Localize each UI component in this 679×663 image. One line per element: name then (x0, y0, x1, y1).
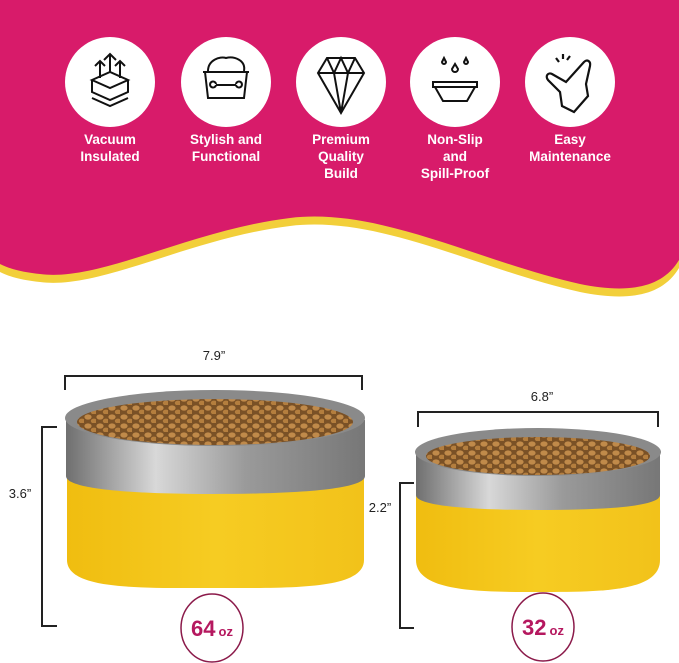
bowl-32oz (415, 428, 661, 592)
feature-label: Vacuum (84, 132, 136, 147)
feature-non-slip: Non-Slip and Spill-Proof (410, 37, 500, 181)
feature-stylish-functional: Stylish and Functional (181, 37, 271, 164)
dog-bowl-bone-icon (203, 56, 249, 99)
pink-banner (0, 0, 679, 289)
big-bowl-width: 7.9” (203, 348, 225, 363)
capacity-badge-64oz: 64 oz (180, 593, 244, 663)
bowl-64oz (65, 390, 365, 589)
drops-bowl-icon (432, 55, 478, 102)
feature-premium-quality: Premium Quality Build (296, 37, 386, 181)
diamond-icon (316, 55, 366, 116)
small-bowl-width: 6.8” (531, 389, 553, 404)
feature-vacuum-insulated: Vacuum Insulated (65, 37, 155, 164)
capacity-badge-32oz: 32 oz (511, 592, 575, 662)
dimension-brackets (41, 375, 659, 629)
big-bowl-height: 3.6” (9, 486, 31, 501)
feature-easy-maintenance: Easy Maintenance (525, 37, 615, 164)
insulation-layers-icon (89, 52, 131, 108)
tap-hand-icon (545, 54, 592, 114)
small-bowl-height: 2.2” (369, 500, 391, 515)
